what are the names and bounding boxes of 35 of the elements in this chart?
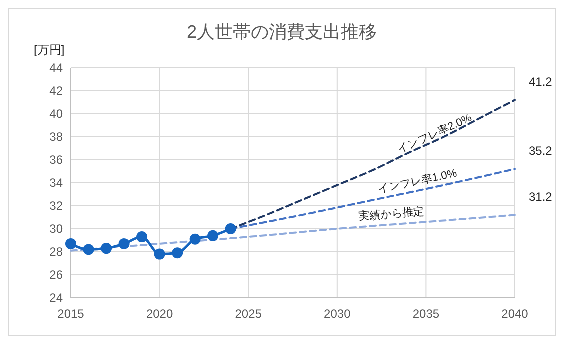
x-tick-label: 2030 [324, 307, 352, 321]
text: インフレ率1.0% [377, 166, 458, 196]
point [225, 224, 236, 234]
point [190, 234, 201, 245]
series-label: 実績から推定 [358, 205, 425, 224]
y-tick-label: 44 [50, 61, 64, 76]
y-tick-label: 38 [50, 130, 64, 144]
y-tick-label: 40 [50, 107, 64, 122]
x-tick-label: 2035 [412, 307, 440, 321]
y-axis-title: [万円] [34, 43, 65, 57]
y-tick-label: 42 [50, 84, 64, 98]
point [83, 244, 94, 256]
point [208, 230, 219, 242]
data-label: 35.2 [529, 144, 553, 158]
y-tick-label: 28 [50, 245, 64, 260]
y-tick-label: 34 [50, 176, 64, 190]
point [101, 243, 112, 254]
x-tick-label: 2040 [502, 307, 529, 321]
x-tick-label: 2020 [146, 307, 174, 321]
chart-title: 2人世帯の消費支出推移 [186, 22, 378, 42]
data-label: 31.2 [529, 190, 553, 204]
y-tick-label: 30 [50, 222, 64, 236]
x-tick-label: 2025 [235, 307, 262, 321]
y-tick-label: 32 [50, 199, 64, 214]
x-tick-label: 2015 [58, 307, 85, 321]
data-label: 41.2 [529, 75, 553, 90]
point [154, 248, 166, 260]
text: インフレ率2.0% [396, 111, 474, 156]
y-tick-label: 24 [50, 291, 64, 306]
point [66, 238, 76, 250]
y-tick-label: 26 [50, 268, 64, 282]
point [118, 238, 130, 250]
point [172, 248, 184, 259]
point [136, 232, 148, 243]
y-tick-label: 36 [50, 153, 64, 168]
